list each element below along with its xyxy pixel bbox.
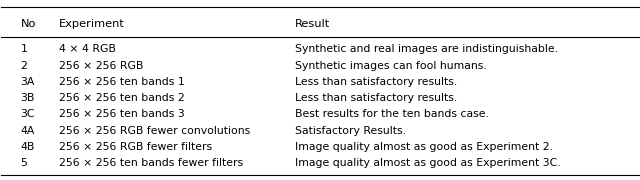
- Text: 256 × 256 ten bands fewer filters: 256 × 256 ten bands fewer filters: [59, 158, 243, 168]
- Text: 256 × 256 RGB fewer filters: 256 × 256 RGB fewer filters: [59, 142, 212, 152]
- Text: 256 × 256 RGB fewer convolutions: 256 × 256 RGB fewer convolutions: [59, 126, 250, 136]
- Text: 5: 5: [20, 158, 28, 168]
- Text: Result: Result: [294, 19, 330, 29]
- Text: 1: 1: [20, 44, 28, 54]
- Text: Experiment: Experiment: [59, 19, 125, 29]
- Text: 256 × 256 ten bands 3: 256 × 256 ten bands 3: [59, 109, 184, 120]
- Text: Synthetic and real images are indistinguishable.: Synthetic and real images are indistingu…: [294, 44, 557, 54]
- Text: Image quality almost as good as Experiment 2.: Image quality almost as good as Experime…: [294, 142, 552, 152]
- Text: 3A: 3A: [20, 77, 35, 87]
- Text: No: No: [20, 19, 36, 29]
- Text: 4 × 4 RGB: 4 × 4 RGB: [59, 44, 116, 54]
- Text: 4A: 4A: [20, 126, 35, 136]
- Text: 256 × 256 ten bands 1: 256 × 256 ten bands 1: [59, 77, 184, 87]
- Text: 4B: 4B: [20, 142, 35, 152]
- Text: Satisfactory Results.: Satisfactory Results.: [294, 126, 406, 136]
- Text: Synthetic images can fool humans.: Synthetic images can fool humans.: [294, 60, 486, 71]
- Text: 256 × 256 RGB: 256 × 256 RGB: [59, 60, 143, 71]
- Text: 2: 2: [20, 60, 28, 71]
- Text: 256 × 256 ten bands 2: 256 × 256 ten bands 2: [59, 93, 184, 103]
- Text: Image quality almost as good as Experiment 3C.: Image quality almost as good as Experime…: [294, 158, 560, 168]
- Text: Best results for the ten bands case.: Best results for the ten bands case.: [294, 109, 488, 120]
- Text: 3C: 3C: [20, 109, 35, 120]
- Text: Less than satisfactory results.: Less than satisfactory results.: [294, 93, 457, 103]
- Text: Less than satisfactory results.: Less than satisfactory results.: [294, 77, 457, 87]
- Text: 3B: 3B: [20, 93, 35, 103]
